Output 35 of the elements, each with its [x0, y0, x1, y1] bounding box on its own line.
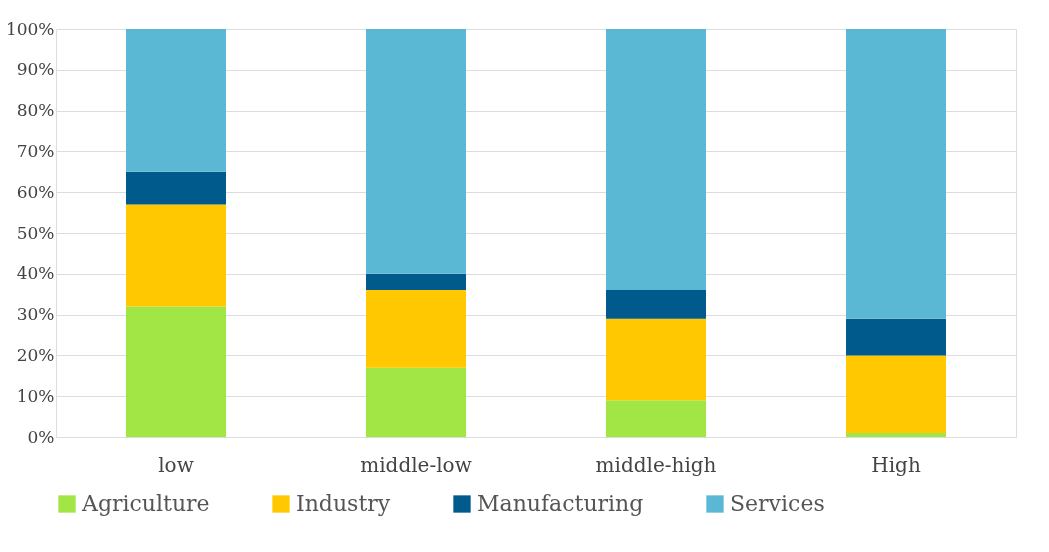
bar — [846, 432, 946, 437]
bar — [606, 400, 706, 437]
bar — [366, 290, 466, 368]
x-tick-label: middle-low — [360, 452, 472, 477]
bar — [846, 355, 946, 433]
y-tick-label: 90% — [16, 59, 55, 80]
x-tick-label: High — [871, 452, 921, 477]
legend-label: Manufacturing — [477, 491, 644, 516]
bar — [606, 290, 706, 319]
x-tick-label: middle-high — [595, 452, 717, 477]
y-tick-label: 50% — [16, 222, 55, 243]
legend-label: Services — [730, 491, 825, 516]
y-tick-label: 40% — [16, 263, 55, 284]
bar — [126, 29, 226, 172]
y-tick-label: 20% — [16, 344, 55, 365]
bar — [366, 273, 466, 291]
bar — [846, 29, 946, 319]
bar — [366, 367, 466, 437]
bar — [126, 306, 226, 437]
bar — [126, 171, 226, 205]
y-tick-label: 0% — [27, 426, 55, 447]
bar — [366, 29, 466, 274]
legend-label: Industry — [296, 491, 391, 516]
legend-label: Agriculture — [81, 491, 210, 516]
bar — [846, 318, 946, 356]
y-tick-label: 60% — [16, 181, 55, 202]
y-tick-label: 80% — [16, 100, 55, 121]
bar — [606, 29, 706, 291]
y-tick-label: 70% — [16, 140, 55, 161]
y-tick-label: 100% — [5, 18, 55, 39]
x-tick-label: low — [158, 452, 194, 477]
bar — [606, 318, 706, 401]
bar — [126, 204, 226, 307]
y-tick-label: 10% — [16, 385, 55, 406]
y-tick-label: 30% — [16, 304, 55, 325]
